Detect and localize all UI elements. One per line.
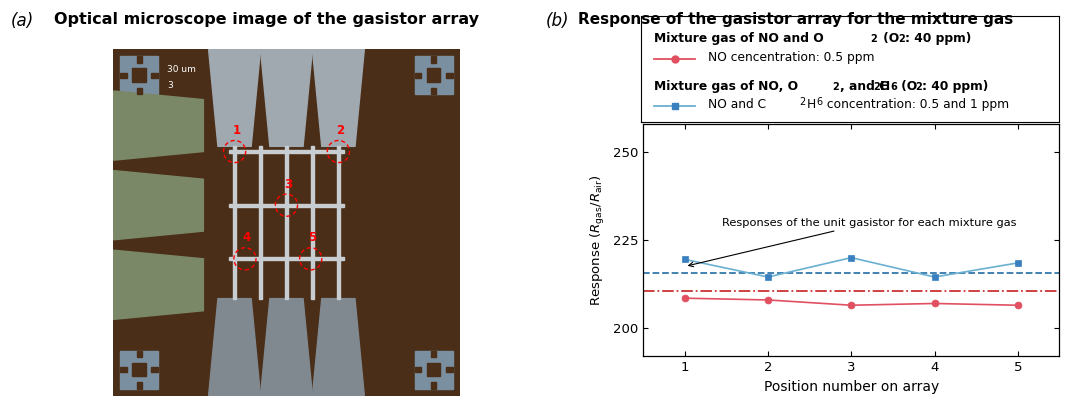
- Text: (a): (a): [11, 12, 35, 30]
- Bar: [414, 351, 453, 389]
- Text: (O: (O: [879, 32, 899, 45]
- Polygon shape: [114, 250, 203, 319]
- Bar: [445, 73, 453, 78]
- Polygon shape: [209, 299, 261, 396]
- Polygon shape: [209, 49, 261, 146]
- Bar: [229, 204, 344, 207]
- Y-axis label: Response ($R_\mathrm{gas}/R_\mathrm{air}$): Response ($R_\mathrm{gas}/R_\mathrm{air}…: [589, 174, 608, 306]
- Polygon shape: [261, 49, 312, 146]
- Text: 3: 3: [284, 178, 292, 191]
- Bar: [229, 257, 344, 260]
- Text: 4: 4: [242, 231, 251, 244]
- Bar: [151, 367, 159, 372]
- Bar: [431, 56, 437, 63]
- Text: concentration: 0.5 and 1 ppm: concentration: 0.5 and 1 ppm: [823, 98, 1010, 111]
- Bar: [151, 73, 159, 78]
- Text: 2: 2: [898, 34, 905, 44]
- Text: 2: 2: [916, 82, 922, 91]
- Bar: [233, 146, 236, 299]
- Bar: [136, 87, 142, 94]
- Bar: [427, 363, 440, 377]
- Bar: [337, 146, 339, 299]
- Text: , and C: , and C: [840, 80, 889, 93]
- X-axis label: Position number on array: Position number on array: [763, 380, 939, 394]
- Text: 6: 6: [817, 96, 823, 107]
- Text: Response of the gasistor array for the mixture gas: Response of the gasistor array for the m…: [578, 12, 1014, 27]
- Bar: [120, 56, 159, 94]
- Bar: [414, 367, 422, 372]
- Polygon shape: [261, 299, 312, 396]
- Bar: [136, 56, 142, 63]
- Polygon shape: [114, 91, 203, 160]
- Bar: [120, 73, 128, 78]
- Text: NO cencentration: 0.5 ppm: NO cencentration: 0.5 ppm: [708, 51, 875, 64]
- Text: 2: 2: [799, 96, 805, 107]
- Text: 2: 2: [336, 124, 344, 137]
- Text: Optical microscope image of the gasistor array: Optical microscope image of the gasistor…: [54, 12, 479, 27]
- Text: : 40 ppm): : 40 ppm): [906, 32, 972, 45]
- Text: H: H: [880, 80, 891, 93]
- Bar: [285, 146, 288, 299]
- Text: 2: 2: [873, 82, 880, 91]
- Bar: [414, 73, 422, 78]
- Bar: [445, 367, 453, 372]
- Text: 2: 2: [870, 34, 877, 44]
- Text: NO and C: NO and C: [708, 98, 766, 111]
- Text: H: H: [806, 98, 815, 111]
- Text: (O: (O: [897, 80, 918, 93]
- Bar: [431, 382, 437, 389]
- Bar: [136, 351, 142, 358]
- Bar: [431, 87, 437, 94]
- Text: Responses of the unit gasistor for each mixture gas: Responses of the unit gasistor for each …: [689, 218, 1017, 267]
- Text: : 40 ppm): : 40 ppm): [922, 80, 988, 93]
- Bar: [229, 150, 344, 153]
- Text: (b): (b): [546, 12, 570, 30]
- Bar: [311, 146, 313, 299]
- Text: 2: 2: [832, 82, 839, 91]
- Bar: [414, 56, 453, 94]
- Bar: [259, 146, 262, 299]
- Polygon shape: [114, 171, 203, 240]
- Bar: [120, 351, 159, 389]
- Text: 6: 6: [891, 82, 897, 91]
- Bar: [120, 367, 128, 372]
- Bar: [136, 382, 142, 389]
- Text: Mixture gas of NO, O: Mixture gas of NO, O: [654, 80, 798, 93]
- Text: 3: 3: [168, 81, 173, 89]
- Bar: [431, 351, 437, 358]
- Bar: [133, 68, 146, 82]
- Bar: [427, 68, 440, 82]
- Polygon shape: [312, 299, 364, 396]
- Polygon shape: [312, 49, 364, 146]
- Text: 30 um: 30 um: [168, 65, 196, 74]
- Bar: [133, 363, 146, 377]
- Text: 5: 5: [308, 231, 317, 244]
- Text: 1: 1: [232, 124, 240, 137]
- Text: Mixture gas of NO and O: Mixture gas of NO and O: [654, 32, 824, 45]
